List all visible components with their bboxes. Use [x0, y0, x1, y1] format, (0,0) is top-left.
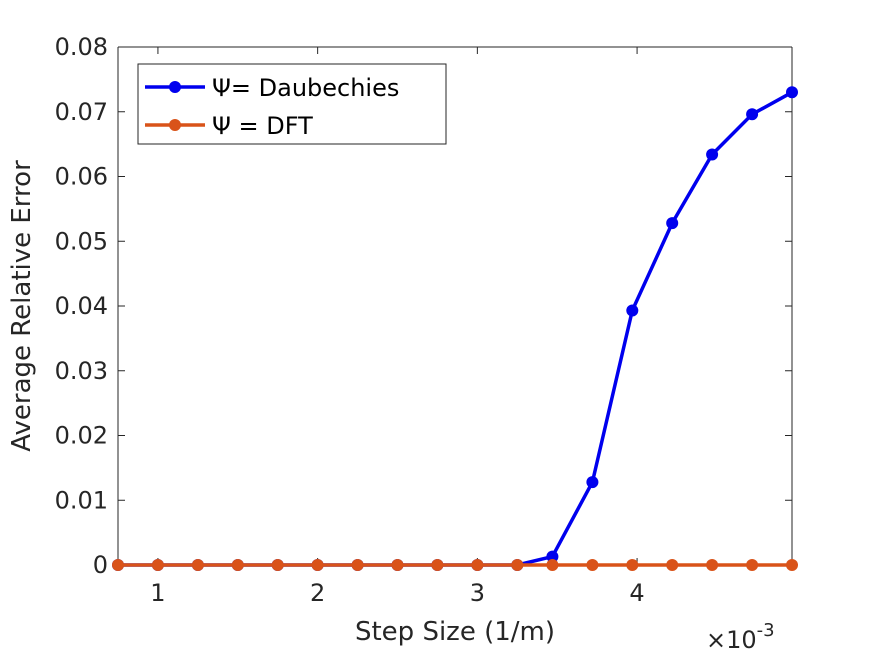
data-point	[746, 108, 759, 121]
y-axis-ticks: 0 0.01 0.02 0.03 0.04 0.05 0.06 0.07 0.08	[55, 33, 792, 579]
x-tick-label: 4	[629, 579, 644, 607]
legend-marker-daubechies	[169, 81, 181, 93]
data-point	[112, 559, 124, 571]
y-tick-label: 0	[93, 551, 108, 579]
x-axis-multiplier: ×10-3	[706, 620, 775, 654]
data-point	[391, 559, 404, 571]
y-tick-label: 0.04	[55, 292, 108, 320]
legend-label-dft: Ψ = DFT	[212, 112, 313, 140]
x-axis-multiplier-exponent: -3	[757, 620, 775, 641]
y-tick-label: 0.08	[55, 33, 108, 61]
data-point	[626, 559, 639, 571]
data-point	[586, 559, 599, 571]
y-tick-label: 0.03	[55, 357, 108, 385]
data-point	[191, 559, 204, 571]
data-point	[546, 559, 559, 571]
legend-marker-dft	[169, 119, 181, 131]
data-point	[311, 559, 324, 571]
data-point	[586, 476, 599, 489]
x-tick-label: 2	[310, 579, 325, 607]
data-point	[626, 304, 639, 317]
x-tick-label: 3	[470, 579, 485, 607]
y-tick-label: 0.05	[55, 227, 108, 255]
data-point	[666, 559, 679, 571]
legend-label-daubechies: Ψ= Daubechies	[212, 74, 399, 102]
data-point	[351, 559, 364, 571]
data-point	[151, 559, 164, 571]
y-tick-label: 0.02	[55, 422, 108, 450]
y-tick-label: 0.06	[55, 163, 108, 191]
y-axis-label: Average Relative Error	[7, 160, 37, 452]
x-axis-multiplier-base: ×10	[706, 626, 757, 654]
data-point	[786, 86, 798, 99]
x-axis-label: Step Size (1/m)	[355, 617, 555, 647]
series-dft	[112, 559, 798, 571]
legend: Ψ= Daubechies Ψ = DFT	[137, 63, 447, 145]
legend-box	[137, 63, 447, 145]
data-point	[431, 559, 444, 571]
data-point	[666, 217, 679, 230]
data-point	[546, 550, 559, 563]
data-point	[271, 559, 284, 571]
series-layer	[112, 86, 798, 571]
y-tick-label: 0.01	[55, 486, 108, 514]
data-point	[786, 559, 798, 571]
data-point	[471, 559, 484, 571]
data-point	[511, 559, 524, 571]
data-point	[231, 559, 244, 571]
x-tick-label: 1	[150, 579, 165, 607]
data-point	[706, 559, 719, 571]
data-point	[746, 559, 759, 571]
data-point	[706, 148, 719, 161]
x-axis-ticks: 1 2 3 4	[150, 47, 645, 607]
y-tick-label: 0.07	[55, 98, 108, 126]
